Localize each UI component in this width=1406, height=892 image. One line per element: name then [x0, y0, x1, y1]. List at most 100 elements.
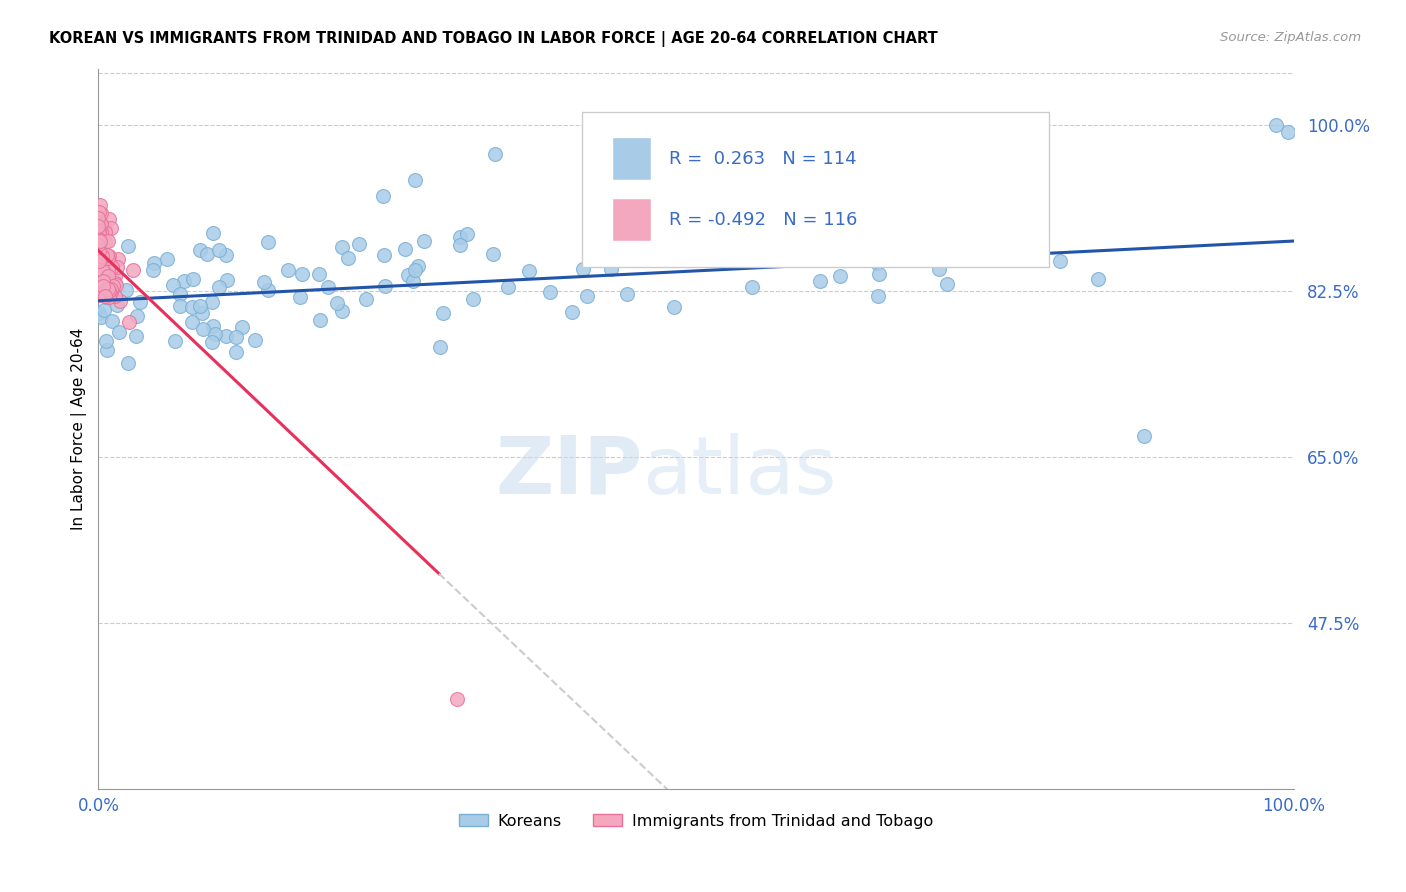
Point: [90, 206, 112, 220]
Point: [217, 272, 239, 286]
Point: [105, 298, 128, 312]
Point: [104, 268, 127, 283]
FancyBboxPatch shape: [582, 112, 1049, 267]
Point: [191, 322, 214, 336]
Point: [188, 299, 211, 313]
Point: [87, 211, 110, 226]
Point: [91, 225, 114, 239]
Point: [87, 261, 110, 276]
Point: [89, 232, 111, 246]
Point: [87, 238, 110, 252]
Point: [373, 189, 395, 203]
Point: [868, 267, 890, 281]
Point: [87, 249, 110, 263]
Point: [349, 236, 371, 251]
Point: [89, 244, 111, 259]
Point: [90, 242, 112, 256]
Point: [97, 280, 120, 294]
Text: ZIP: ZIP: [495, 433, 643, 511]
Point: [253, 275, 276, 289]
FancyBboxPatch shape: [613, 198, 651, 242]
Point: [87, 243, 110, 257]
Point: [87, 224, 110, 238]
Point: [103, 289, 125, 303]
Point: [96, 334, 118, 348]
Point: [191, 306, 214, 320]
Point: [374, 278, 396, 293]
Point: [90, 225, 112, 239]
Point: [561, 305, 583, 319]
Point: [87, 244, 110, 258]
Point: [89, 254, 111, 268]
Point: [89, 250, 111, 264]
Point: [93, 302, 115, 317]
Point: [94, 225, 117, 239]
Point: [89, 235, 111, 250]
Point: [87, 232, 110, 246]
Point: [308, 313, 330, 327]
Point: [449, 229, 471, 244]
Point: [97, 280, 120, 294]
Text: R =  0.263   N = 114: R = 0.263 N = 114: [668, 150, 856, 168]
Point: [87, 260, 110, 275]
Point: [89, 232, 111, 246]
Point: [91, 248, 114, 262]
Point: [201, 319, 224, 334]
Point: [89, 233, 111, 247]
Point: [571, 261, 593, 276]
Point: [103, 278, 125, 293]
Point: [828, 204, 851, 219]
Point: [87, 234, 110, 248]
Point: [201, 334, 224, 349]
Point: [927, 239, 949, 253]
Point: [195, 247, 218, 261]
Point: [101, 260, 124, 274]
Point: [89, 232, 111, 246]
Point: [225, 330, 247, 344]
Point: [93, 289, 115, 303]
Point: [446, 691, 468, 706]
Point: [90, 248, 112, 262]
Point: [290, 290, 312, 304]
Point: [87, 240, 110, 254]
Point: [600, 261, 623, 276]
Point: [1277, 125, 1299, 139]
Point: [127, 309, 149, 323]
Point: [277, 262, 299, 277]
Point: [169, 299, 191, 313]
Point: [432, 305, 454, 319]
Point: [94, 267, 117, 281]
Point: [91, 219, 114, 234]
Point: [87, 244, 110, 258]
Point: [181, 272, 204, 286]
Point: [90, 228, 112, 243]
Point: [115, 284, 138, 298]
Point: [588, 244, 610, 259]
Point: [94, 260, 117, 275]
Point: [538, 285, 561, 299]
Point: [688, 166, 710, 180]
Point: [87, 252, 110, 267]
Point: [576, 289, 599, 303]
Point: [165, 334, 187, 348]
Point: [965, 200, 987, 214]
Point: [90, 255, 112, 269]
Point: [904, 252, 927, 267]
Point: [87, 227, 110, 242]
Point: [87, 233, 110, 247]
Point: [173, 274, 195, 288]
Point: [108, 325, 131, 339]
Point: [101, 314, 124, 328]
Point: [326, 296, 349, 310]
Point: [406, 260, 429, 274]
Point: [741, 280, 763, 294]
Point: [87, 244, 110, 259]
Point: [935, 211, 957, 226]
Point: [98, 212, 121, 227]
Point: [256, 235, 278, 249]
Point: [87, 205, 110, 219]
Point: [87, 215, 110, 229]
Point: [215, 329, 238, 343]
Point: [101, 271, 124, 285]
Point: [256, 283, 278, 297]
